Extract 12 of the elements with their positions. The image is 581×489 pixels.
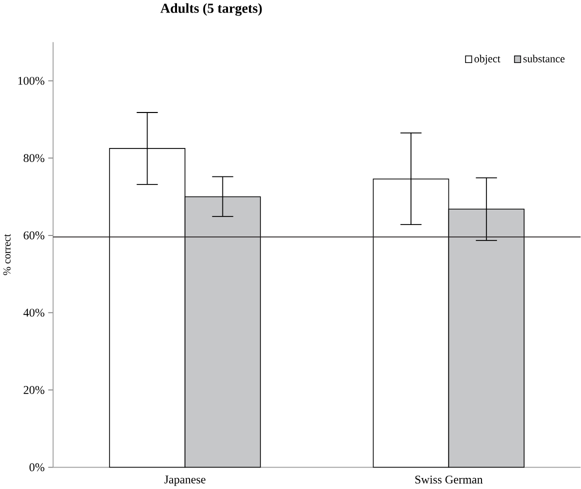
y-tick-label: 0% xyxy=(30,463,44,472)
chart-title: Adults (5 targets) xyxy=(160,3,262,16)
y-tick-label: 100% xyxy=(18,76,44,85)
legend-label: substance xyxy=(523,54,565,62)
y-tick-label: 80% xyxy=(24,154,44,162)
y-tick-label: 40% xyxy=(23,308,44,317)
y-tick-label: 20% xyxy=(24,386,44,394)
legend-label: object xyxy=(474,54,500,64)
y-tick-label: 60% xyxy=(24,231,44,240)
y-axis-title: % correct xyxy=(3,234,11,276)
x-tick-label: Japanese xyxy=(164,476,206,486)
x-tick-label: Swiss German xyxy=(415,476,483,484)
